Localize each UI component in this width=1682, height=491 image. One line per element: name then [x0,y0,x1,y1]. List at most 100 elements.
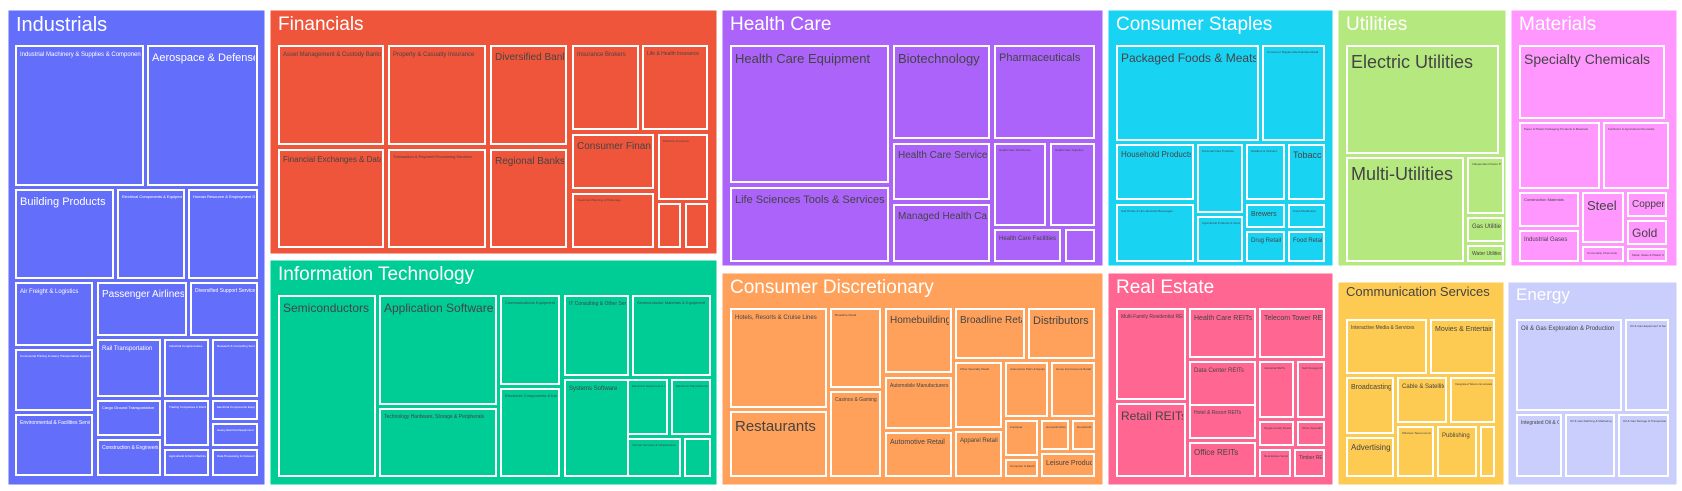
industry-tile[interactable]: Office REITs [1189,442,1256,477]
industry-tile[interactable]: Broadline Retail [830,308,881,388]
sector-consumer-staples[interactable]: Consumer Staples Packaged Foods & Meats Co… [1107,9,1334,267]
industry-tile[interactable]: Steel [1582,192,1624,243]
industry-tile[interactable]: Integrated Telecommunication Services [1450,377,1508,423]
industry-tile[interactable]: Construction & Engineering [97,439,163,476]
industry-tile[interactable]: Packaged Foods & Meats [1116,45,1259,141]
industry-tile[interactable]: Oil & Gas Refining & Marketing [1565,414,1615,477]
industry-tile[interactable]: Movies & Entertainment [1430,319,1509,374]
industry-tile[interactable]: Integrated Oil & Gas [1516,414,1567,477]
industry-tile[interactable]: Life & Health Insurance [642,45,708,130]
industry-rect[interactable] [1346,377,1394,434]
industry-rect[interactable] [1259,449,1291,477]
industry-tile[interactable]: Environmental & Facilities Services [15,414,99,476]
industry-rect[interactable] [1189,404,1256,439]
industry-rect[interactable] [1397,377,1447,423]
industry-rect[interactable] [572,193,654,248]
industry-tile[interactable]: Independent Power Producers [1467,157,1513,214]
industry-rect[interactable] [15,349,93,411]
industry-rect[interactable] [1288,144,1325,200]
industry-rect[interactable] [500,295,560,385]
industry-rect[interactable] [212,400,258,420]
industry-rect[interactable] [1072,420,1095,450]
industry-tile[interactable]: Construction Materials [1519,192,1579,227]
industry-tile[interactable]: Passenger Airlines [97,282,187,336]
industry-tile[interactable]: Consumer Finance [572,134,662,189]
industry-rect[interactable] [885,432,952,477]
industry-tile[interactable]: Heavy Electrical Equipment [212,423,258,446]
industry-tile[interactable]: Electronic Components & Instruments [500,388,572,477]
industry-rect[interactable] [1346,157,1464,262]
industry-rect[interactable] [1346,319,1427,374]
industry-rect[interactable] [379,408,497,477]
industry-tile[interactable]: Other Specialty Retail [955,362,1002,428]
industry-rect[interactable] [632,295,711,376]
industry-rect[interactable] [500,388,560,477]
industry-rect[interactable] [379,295,497,405]
industry-tile[interactable]: Biotechnology [893,45,990,139]
industry-rect[interactable] [1430,319,1495,374]
industry-tile[interactable]: Health Care Facilities [994,229,1061,262]
industry-rect[interactable] [1005,362,1048,417]
industry-tile[interactable]: Homebuilding [885,308,952,373]
industry-tile[interactable]: Real Estate Services [1259,449,1292,477]
industry-tile[interactable]: Drug Retail [1246,231,1285,262]
industry-tile[interactable]: Retail REITs [1116,403,1187,477]
industry-rect[interactable] [1519,230,1579,262]
industry-tile[interactable]: Research & Consulting Services [212,339,261,397]
industry-tile[interactable]: Gold [1627,220,1667,245]
industry-tile[interactable]: Advertising [1346,437,1394,477]
sector-information-technology[interactable]: Information Technology Semiconductors Appl… [269,259,722,486]
industry-rect[interactable] [658,203,681,248]
industry-rect[interactable] [1603,122,1669,189]
industry-rect[interactable] [97,400,161,436]
industry-rect[interactable] [658,134,708,200]
sector-industrials[interactable]: Industrials Industrial Machinery & Suppli… [7,9,271,486]
industry-tile[interactable]: Automotive Retail [885,432,952,477]
industry-tile[interactable]: Consumer Staples Merchandise Retail [1262,45,1325,141]
industry-tile[interactable]: Casinos & Gaming [830,391,881,477]
industry-tile[interactable]: Restaurants [730,411,827,477]
industry-rect[interactable] [994,229,1061,262]
industry-tile[interactable]: Automotive Parts & Equipment [1005,362,1051,417]
industry-rect[interactable] [1116,144,1194,200]
industry-rect[interactable] [1346,45,1499,154]
industry-tile[interactable]: Hotels, Resorts & Cruise Lines [730,308,827,408]
industry-tile[interactable]: Industrial Conglomerates [164,339,209,397]
industry-rect[interactable] [1297,361,1325,418]
industry-tile[interactable]: Systems Software [564,379,629,477]
industry-rect[interactable] [1467,157,1504,214]
industry-tile[interactable]: Tobacco [1288,144,1327,200]
industry-rect[interactable] [1116,45,1259,141]
industry-tile[interactable]: Water Utilities [1467,245,1504,262]
industry-rect[interactable] [1450,377,1495,423]
industry-tile[interactable]: Timber REITs [1294,449,1330,477]
industry-tile[interactable]: Health Care Supplies [1050,143,1095,226]
sector-real-estate[interactable]: Real Estate Multi-Family Residential REIT… [1107,272,1335,486]
sector-communication-services[interactable]: Communication Services Interactive Media … [1337,281,1509,486]
industry-rect[interactable] [190,282,258,336]
industry-tile[interactable]: Gas Utilities [1467,217,1504,242]
industry-rect[interactable] [1397,426,1434,477]
industry-tile[interactable]: Trading Companies & Distributors [164,400,214,446]
industry-rect[interactable] [1051,362,1095,417]
industry-rect[interactable] [1246,204,1285,228]
industry-rect[interactable] [97,339,161,397]
industry-tile[interactable]: Household Products [1116,144,1194,200]
industry-rect[interactable] [564,379,629,477]
industry-rect[interactable] [490,149,567,248]
industry-rect[interactable] [885,308,952,373]
industry-tile[interactable]: Other Specialized REITs [1297,421,1335,446]
industry-rect[interactable] [164,449,209,476]
sector-utilities[interactable]: Utilities Electric Utilities Multi-Utiliti… [1337,9,1513,267]
industry-rect[interactable] [830,391,881,477]
industry-tile[interactable] [685,203,708,248]
industry-tile[interactable]: Footwear [1005,420,1038,456]
industry-rect[interactable] [1627,220,1667,245]
industry-rect[interactable] [1627,248,1667,262]
industry-tile[interactable]: Life Sciences Tools & Services [730,187,889,262]
industry-tile[interactable]: Health Care Distributors [994,143,1046,226]
industry-rect[interactable] [117,189,185,279]
industry-rect[interactable] [147,45,258,186]
industry-rect[interactable] [893,143,990,200]
industry-tile[interactable]: Broadline Retail [955,308,1031,359]
